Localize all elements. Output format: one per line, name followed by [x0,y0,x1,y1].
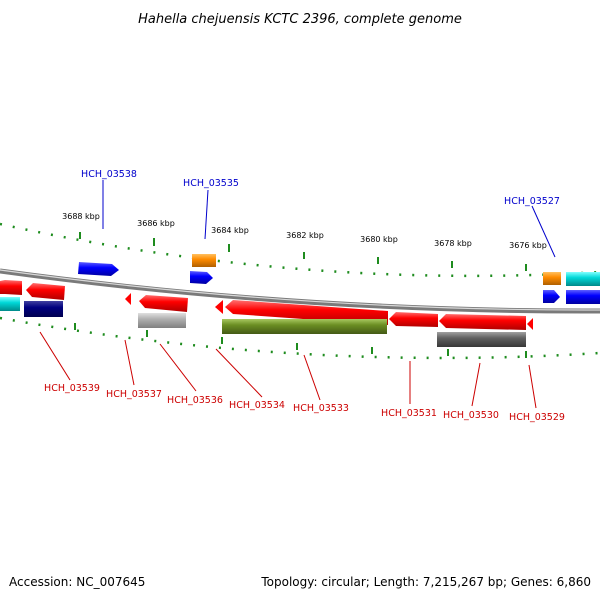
gene-block[interactable] [543,272,561,285]
gene-label[interactable]: HCH_03539 [44,383,100,394]
major-ticks-inner [74,323,527,358]
gene-block[interactable] [437,332,526,347]
gene-block[interactable] [566,290,600,304]
gene-arrow[interactable] [0,280,22,295]
gene-label[interactable]: HCH_03530 [443,410,499,421]
gene-arrow[interactable] [190,271,213,284]
map-title: Hahella chejuensis KCTC 2396, complete g… [138,12,462,27]
gene-block[interactable] [24,301,63,317]
gene-block[interactable] [138,313,186,328]
scale-label: 3688 kbp [62,212,100,221]
scale-label: 3682 kbp [286,231,324,240]
gene-arrow[interactable] [26,283,65,300]
gene-label[interactable]: HCH_03535 [183,178,239,189]
scale-label: 3680 kbp [360,235,398,244]
gene-block[interactable] [192,254,216,267]
accession-text: Accession: NC_007645 [9,575,145,589]
gene-block[interactable] [222,319,387,334]
gene-block[interactable] [0,297,20,311]
genome-backbone [0,268,600,314]
gene-label[interactable]: HCH_03533 [293,403,349,414]
gene-arrow[interactable] [125,293,131,305]
scale-label: 3678 kbp [434,239,472,248]
gene-label[interactable]: HCH_03527 [504,196,560,207]
scale-label: 3684 kbp [211,226,249,235]
gene-label[interactable]: HCH_03534 [229,400,285,411]
gene-block[interactable] [566,272,600,286]
gene-arrow[interactable] [139,295,188,312]
gene-arrow[interactable] [389,312,438,327]
gene-arrow[interactable] [543,290,560,303]
genome-stats-text: Topology: circular; Length: 7,215,267 bp… [260,575,591,589]
forward-strand-genes [78,254,600,304]
gene-label[interactable]: HCH_03536 [167,395,223,406]
top-gene-labels: HCH_03538 HCH_03535 HCH_03527 [81,169,560,258]
gene-arrow[interactable] [527,318,533,330]
gene-arrow[interactable] [439,314,526,330]
gene-arrow[interactable] [78,262,119,276]
major-ticks-outer [79,232,527,271]
gene-arrow[interactable] [215,300,223,314]
reverse-strand-genes [0,280,533,347]
gene-label[interactable]: HCH_03537 [106,389,162,400]
bottom-gene-labels: HCH_03539 HCH_03537 HCH_03536 HCH_03534 … [39,331,565,423]
gene-arrow[interactable] [225,300,388,325]
scale-label: 3676 kbp [509,241,547,250]
gene-label[interactable]: HCH_03538 [81,169,137,180]
scale-label: 3686 kbp [137,219,175,228]
gene-label[interactable]: HCH_03529 [509,412,565,423]
gene-label[interactable]: HCH_03531 [381,408,437,419]
scale-labels: 3688 kbp 3686 kbp 3684 kbp 3682 kbp 3680… [62,212,547,250]
